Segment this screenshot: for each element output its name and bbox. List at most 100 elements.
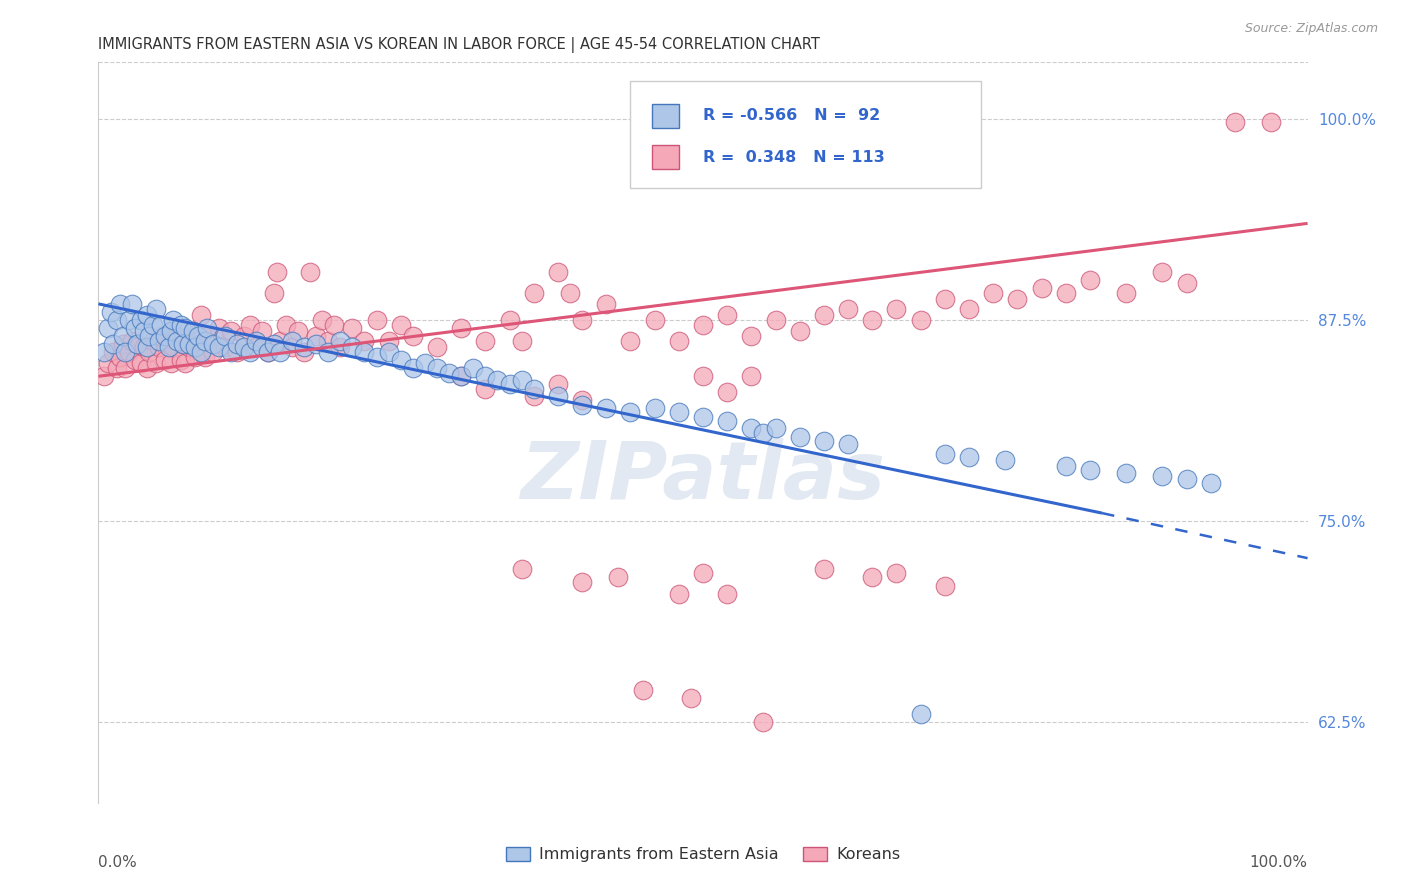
Point	[105, 361, 128, 376]
Bar	[652, 145, 679, 169]
Point	[450, 369, 472, 384]
Point	[316, 345, 339, 359]
Point	[1115, 285, 1137, 300]
Point	[994, 453, 1017, 467]
Text: IMMIGRANTS FROM EASTERN ASIA VS KOREAN IN LABOR FORCE | AGE 45-54 CORRELATION CH: IMMIGRANTS FROM EASTERN ASIA VS KOREAN I…	[98, 37, 820, 53]
Point	[129, 356, 152, 370]
Point	[571, 575, 593, 590]
Text: 0.0%: 0.0%	[98, 855, 138, 870]
FancyBboxPatch shape	[630, 81, 981, 188]
Point	[250, 324, 273, 338]
Point	[181, 324, 204, 338]
Point	[269, 334, 291, 348]
Point	[474, 334, 496, 348]
Text: R = -0.566   N =  92: R = -0.566 N = 92	[703, 108, 880, 123]
Point	[232, 329, 254, 343]
Point	[510, 334, 533, 348]
Point	[1175, 276, 1198, 290]
Point	[305, 337, 328, 351]
Point	[389, 353, 412, 368]
Point	[813, 308, 835, 322]
Point	[195, 321, 218, 335]
Point	[184, 340, 207, 354]
Point	[510, 372, 533, 386]
Point	[138, 329, 160, 343]
Point	[108, 350, 131, 364]
Point	[910, 707, 932, 722]
Point	[187, 329, 209, 343]
Point	[135, 340, 157, 354]
Point	[934, 446, 956, 460]
Point	[305, 329, 328, 343]
Point	[190, 308, 212, 322]
Point	[256, 345, 278, 359]
Point	[184, 350, 207, 364]
Point	[498, 313, 520, 327]
Point	[214, 340, 236, 354]
Point	[342, 340, 364, 354]
Point	[311, 313, 333, 327]
Point	[342, 321, 364, 335]
Point	[595, 297, 617, 311]
Point	[1007, 292, 1029, 306]
Point	[195, 329, 218, 343]
Point	[1152, 265, 1174, 279]
Legend: Immigrants from Eastern Asia, Koreans: Immigrants from Eastern Asia, Koreans	[499, 840, 907, 869]
Point	[426, 361, 449, 376]
Point	[174, 356, 197, 370]
Point	[134, 340, 156, 354]
Point	[202, 337, 225, 351]
Point	[837, 437, 859, 451]
Point	[498, 377, 520, 392]
Point	[127, 337, 149, 351]
Point	[813, 562, 835, 576]
Point	[208, 340, 231, 354]
Point	[1260, 115, 1282, 129]
Point	[160, 356, 183, 370]
Point	[752, 425, 775, 440]
Point	[114, 361, 136, 376]
Point	[1223, 115, 1246, 129]
Point	[111, 337, 134, 351]
Point	[716, 414, 738, 428]
Point	[1078, 462, 1101, 476]
Point	[353, 345, 375, 359]
Point	[886, 301, 908, 316]
Point	[239, 318, 262, 332]
Point	[1054, 285, 1077, 300]
Point	[153, 353, 176, 368]
Point	[214, 329, 236, 343]
Point	[148, 340, 170, 354]
Point	[138, 345, 160, 359]
Point	[323, 318, 346, 332]
Bar	[652, 103, 679, 128]
Point	[245, 334, 267, 348]
Point	[402, 329, 425, 343]
Point	[377, 334, 399, 348]
Point	[463, 361, 485, 376]
Point	[93, 345, 115, 359]
Point	[263, 337, 285, 351]
Point	[510, 562, 533, 576]
Point	[256, 345, 278, 359]
Point	[97, 321, 120, 335]
Point	[166, 329, 188, 343]
Point	[145, 301, 167, 316]
Point	[377, 345, 399, 359]
Point	[172, 337, 194, 351]
Point	[450, 321, 472, 335]
Point	[1199, 475, 1222, 490]
Point	[619, 334, 641, 348]
Point	[121, 334, 143, 348]
Point	[1115, 466, 1137, 480]
Point	[245, 340, 267, 354]
Text: 100.0%: 100.0%	[1250, 855, 1308, 870]
Point	[179, 340, 201, 354]
Point	[202, 345, 225, 359]
Point	[142, 318, 165, 332]
Point	[169, 353, 191, 368]
Point	[162, 313, 184, 327]
Point	[162, 340, 184, 354]
Point	[135, 308, 157, 322]
Point	[169, 318, 191, 332]
